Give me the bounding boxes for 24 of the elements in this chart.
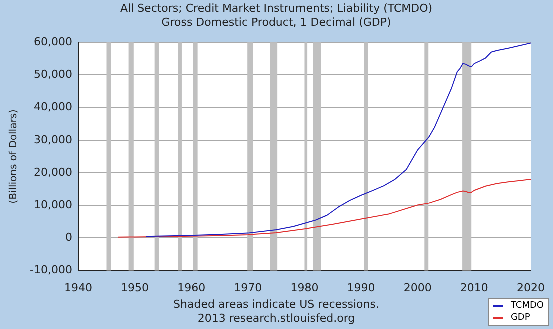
x-tick-label: 1990 <box>347 281 376 294</box>
y-tick-label: 50,000 <box>34 68 72 82</box>
chart-title: All Sectors; Credit Market Instruments; Liability (TCMDO) <box>119 2 434 16</box>
x-tick-label: 1950 <box>121 281 150 294</box>
x-tick-label: 1980 <box>290 281 319 294</box>
legend-label: GDP <box>510 312 532 324</box>
y-tick-label: 20,000 <box>34 166 72 179</box>
text: 2013 research.stlouisfed.org <box>198 312 356 325</box>
y-tick-label: 60,000 <box>34 35 72 48</box>
x-tick-label: 1960 <box>178 281 206 294</box>
y-axis-title: (Billions of Dollars) <box>8 109 20 204</box>
y-tick-label: -10,000 <box>30 264 72 277</box>
x-tick-label: 2010 <box>460 281 488 294</box>
x-tick-label: 1940 <box>64 281 92 294</box>
x-tick-label: 2020 <box>517 281 545 294</box>
chart-subtitle: Gross Domestic Product, 1 Decimal (GDP) <box>160 16 392 30</box>
x-tick-label: 1970 <box>234 281 262 294</box>
y-tick-label: 0 <box>65 231 72 244</box>
text: Shaded areas indicate US recessions. <box>174 298 380 311</box>
y-tick-label: 30,000 <box>34 133 72 146</box>
x-tick-label: 2000 <box>404 281 432 294</box>
y-tick-label: 40,000 <box>34 100 72 114</box>
legend-label: TCMDO <box>510 300 544 312</box>
y-tick-label: 10,000 <box>34 198 72 212</box>
